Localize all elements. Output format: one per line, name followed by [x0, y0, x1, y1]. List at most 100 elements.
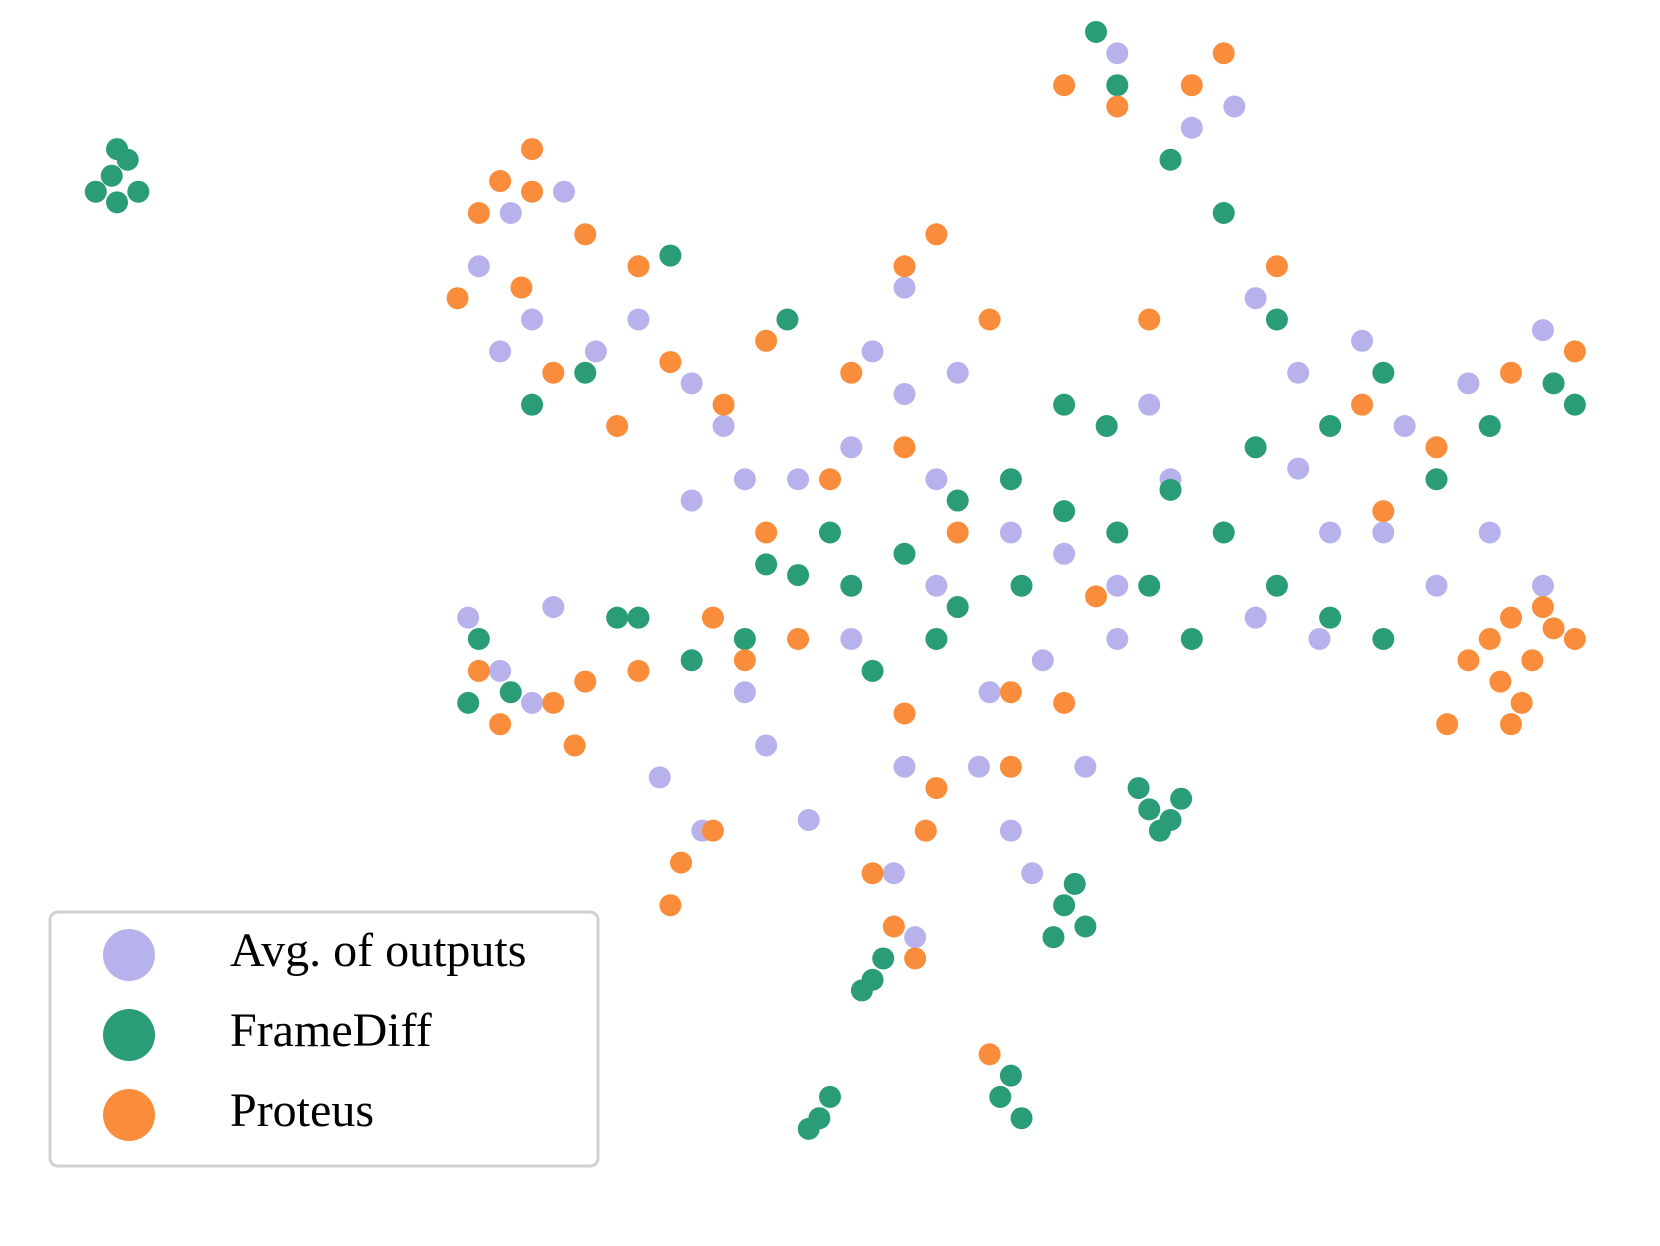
scatter-point: [1287, 361, 1310, 384]
scatter-point: [946, 596, 969, 619]
scatter-point: [1085, 20, 1108, 43]
scatter-point: [893, 702, 916, 725]
scatter-point: [840, 436, 863, 459]
scatter-point: [1053, 393, 1076, 416]
scatter-point: [925, 777, 948, 800]
scatter-point: [819, 1085, 841, 1108]
scatter-point: [1010, 574, 1033, 597]
scatter-point: [1287, 457, 1310, 480]
scatter-point: [872, 947, 895, 970]
scatter-point: [1053, 542, 1076, 565]
scatter-point: [978, 308, 1001, 331]
scatter-point: [1212, 42, 1235, 65]
scatter-point: [925, 468, 948, 491]
scatter-point: [1074, 915, 1097, 938]
scatter-point: [1244, 436, 1267, 459]
scatter-point: [819, 468, 841, 491]
legend-box: [48, 910, 600, 1168]
scatter-point: [1531, 319, 1554, 342]
scatter-point: [521, 308, 544, 331]
scatter-point: [574, 223, 597, 246]
scatter-point: [1042, 926, 1065, 949]
scatter-point: [627, 606, 650, 629]
scatter-point: [1053, 500, 1076, 523]
scatter-point: [1244, 606, 1267, 629]
scatter-point: [670, 851, 693, 874]
scatter-point: [1436, 713, 1459, 736]
scatter-point: [999, 521, 1022, 544]
scatter-point: [1138, 393, 1161, 416]
scatter-point: [627, 659, 650, 682]
legend-label: FrameDiff: [230, 1004, 432, 1057]
scatter-point: [861, 340, 884, 363]
scatter-point: [1085, 585, 1108, 608]
points: [84, 20, 1586, 1140]
scatter-point: [467, 255, 490, 278]
scatter-point: [787, 468, 810, 491]
scatter-point: [701, 819, 724, 842]
scatter-point: [925, 574, 948, 597]
scatter-point: [1319, 521, 1342, 544]
legend-marker: [103, 1009, 155, 1061]
scatter-point: [489, 170, 512, 193]
scatter-point: [978, 681, 1001, 704]
scatter-point: [1053, 894, 1076, 917]
scatter-point: [797, 1117, 820, 1140]
scatter-point: [1372, 627, 1395, 650]
scatter-point: [733, 627, 756, 650]
scatter-point: [1244, 287, 1267, 310]
scatter-point: [946, 521, 969, 544]
scatter-point: [489, 659, 512, 682]
scatter-point: [1510, 691, 1533, 714]
scatter-point: [925, 223, 948, 246]
scatter-point: [861, 862, 884, 885]
scatter-point: [1265, 308, 1288, 331]
scatter-point: [1180, 116, 1203, 139]
scatter-point: [893, 542, 916, 565]
scatter-point: [978, 1043, 1001, 1066]
scatter-point: [925, 627, 948, 650]
scatter-point: [499, 681, 522, 704]
scatter-point: [1425, 436, 1448, 459]
scatter-point: [999, 1064, 1022, 1087]
scatter-point: [755, 521, 778, 544]
scatter-point: [1127, 777, 1150, 800]
scatter-point: [1351, 329, 1374, 352]
scatter-point: [1138, 798, 1161, 821]
scatter-point: [510, 276, 533, 299]
scatter-point: [1170, 787, 1193, 810]
scatter-point: [467, 659, 490, 682]
scatter-point: [606, 606, 629, 629]
scatter-point: [627, 308, 650, 331]
scatter-point: [1425, 574, 1448, 597]
scatter-point: [989, 1085, 1012, 1108]
scatter-point: [946, 489, 969, 512]
scatter-point: [1106, 95, 1129, 118]
scatter-point: [1308, 627, 1331, 650]
scatter-point: [680, 649, 703, 672]
scatter-point: [106, 138, 129, 161]
scatter-point: [733, 468, 756, 491]
scatter-point: [1138, 574, 1161, 597]
scatter-point: [1106, 42, 1129, 65]
scatter-point: [467, 627, 490, 650]
scatter-point: [999, 819, 1022, 842]
scatter-point: [701, 606, 724, 629]
scatter-point: [627, 255, 650, 278]
scatter-point: [1223, 95, 1246, 118]
scatter-point: [797, 809, 820, 832]
scatter-point: [1542, 372, 1565, 395]
scatter-point: [584, 340, 607, 363]
scatter-point: [659, 894, 682, 917]
scatter-point: [1319, 414, 1342, 437]
scatter-point: [1106, 74, 1129, 97]
scatter-point: [606, 414, 629, 437]
scatter-point: [904, 947, 927, 970]
scatter-point: [542, 361, 565, 384]
scatter-point: [446, 287, 469, 310]
scatter-point: [1457, 372, 1480, 395]
scatter-point: [1563, 627, 1586, 650]
scatter-point: [787, 627, 810, 650]
scatter-point: [1148, 819, 1171, 842]
